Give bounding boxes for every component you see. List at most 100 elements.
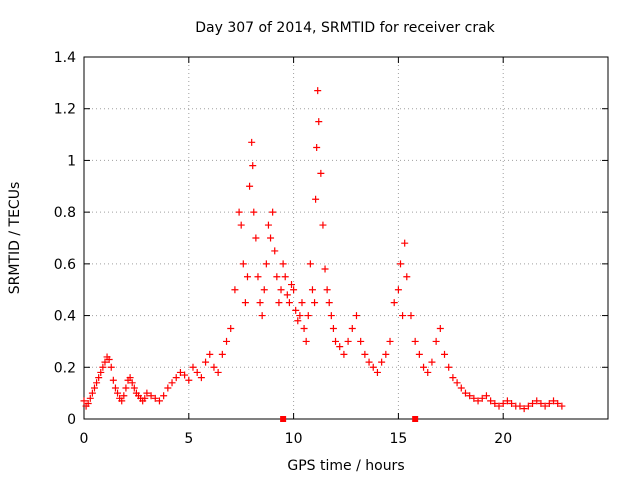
y-axis-label: SRMTID / TECUs — [7, 182, 23, 295]
data-point — [520, 405, 528, 413]
data-point — [313, 144, 321, 151]
data-point — [315, 118, 323, 126]
axis-markers — [280, 416, 419, 422]
data-point — [160, 392, 168, 400]
data-point — [445, 363, 453, 371]
data-point — [279, 260, 287, 268]
data-point — [126, 374, 134, 382]
data-point — [249, 162, 257, 170]
data-point — [441, 350, 449, 358]
data-point — [491, 399, 499, 407]
grid — [84, 57, 608, 419]
data-point — [453, 379, 461, 387]
data-point — [482, 392, 490, 400]
x-axis-label: GPS time / hours — [287, 458, 404, 474]
data-point — [155, 397, 163, 405]
y-tick-label: 0 — [67, 412, 76, 428]
data-point — [147, 392, 155, 400]
data-point — [256, 299, 264, 307]
data-point — [241, 299, 249, 307]
data-point — [300, 325, 308, 332]
data-point — [308, 286, 316, 294]
data-point — [254, 273, 262, 281]
data-point — [181, 371, 189, 379]
data-point — [357, 337, 365, 345]
data-point — [352, 312, 360, 320]
data-point — [97, 368, 105, 376]
data-point — [143, 389, 151, 397]
plot-frame — [83, 56, 609, 420]
data-point — [262, 260, 270, 268]
y-axis: 0 0.2 0.4 0.6 0.8 1 1.2 1.4 — [54, 50, 608, 428]
data-point — [428, 358, 436, 366]
data-point — [394, 286, 402, 294]
data-point — [281, 273, 289, 281]
data-point — [470, 394, 478, 402]
data-point — [285, 299, 293, 307]
data-point — [420, 363, 428, 371]
x-tick-label: 5 — [184, 431, 193, 447]
data-point — [90, 384, 98, 392]
data-point — [88, 389, 96, 397]
data-point — [329, 325, 337, 332]
data-point — [298, 299, 306, 307]
data-point — [227, 325, 235, 332]
data-point — [516, 402, 524, 410]
data-point — [399, 312, 407, 320]
data-point — [533, 397, 541, 405]
data-point — [277, 286, 285, 294]
data-point — [424, 368, 432, 376]
data-point — [290, 286, 298, 294]
data-point — [80, 397, 88, 405]
data-point — [231, 286, 239, 294]
data-point — [499, 399, 507, 407]
data-point — [109, 376, 117, 384]
data-point — [537, 399, 545, 407]
data-point — [432, 337, 440, 345]
data-point — [545, 399, 553, 407]
data-point — [436, 325, 444, 332]
data-point — [321, 265, 329, 273]
data-point — [461, 389, 469, 397]
data-point — [340, 350, 348, 358]
y-tick-label: 1.2 — [54, 102, 76, 118]
data-point — [283, 291, 291, 299]
data-point — [292, 306, 300, 314]
data-point — [210, 363, 218, 371]
x-tick-label: 20 — [494, 431, 512, 447]
y-tick-label: 1 — [67, 153, 76, 169]
data-point — [214, 368, 222, 376]
data-point — [487, 397, 495, 405]
axis-marker — [412, 416, 419, 422]
data-point — [550, 397, 558, 405]
data-point — [554, 399, 562, 407]
x-tick-label: 15 — [389, 431, 407, 447]
chart-title: Day 307 of 2014, SRMTID for receiver cra… — [195, 20, 495, 36]
data-point — [176, 368, 184, 376]
data-point — [128, 379, 136, 387]
data-point — [325, 299, 333, 307]
data-point — [95, 374, 103, 382]
y-tick-label: 0.4 — [54, 309, 76, 325]
data-point — [361, 350, 369, 358]
data-point — [344, 337, 352, 345]
data-point — [524, 402, 532, 410]
data-point — [202, 358, 210, 366]
data-point — [396, 260, 404, 268]
data-point — [288, 281, 296, 289]
data-point — [271, 247, 279, 255]
data-point — [311, 299, 319, 307]
data-point — [319, 221, 327, 229]
data-point — [264, 221, 272, 229]
data-point — [365, 358, 373, 366]
data-point — [185, 376, 193, 384]
data-point — [193, 368, 201, 376]
data-point — [401, 239, 409, 247]
data-point — [312, 195, 320, 203]
data-point — [529, 399, 537, 407]
data-point — [558, 402, 566, 410]
data-point — [260, 286, 268, 294]
x-tick-label: 0 — [80, 431, 89, 447]
data-point — [114, 389, 122, 397]
